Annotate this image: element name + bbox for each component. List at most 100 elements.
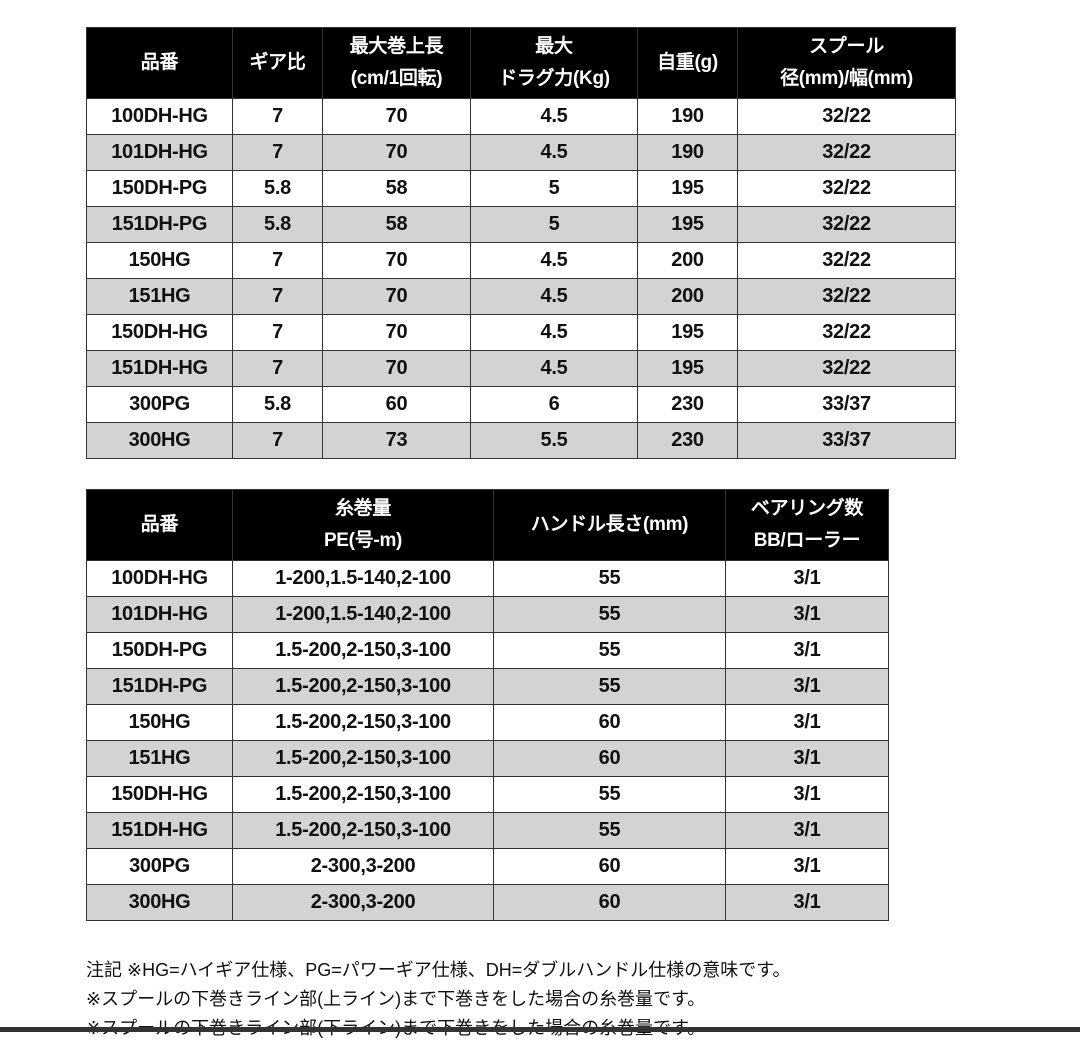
- table-cell: 300HG: [86, 422, 233, 459]
- table-cell: 58: [322, 170, 471, 207]
- table-cell: 195: [637, 170, 738, 207]
- table-row: 150DH-PG 1.5-200,2-150,3-100 55 3/1: [86, 632, 889, 669]
- table-cell: 60: [493, 848, 726, 885]
- table-cell: 1.5-200,2-150,3-100: [232, 668, 494, 705]
- table-cell: 70: [322, 242, 471, 279]
- table-cell: 1.5-200,2-150,3-100: [232, 740, 494, 777]
- table-cell: 151DH-HG: [86, 350, 233, 387]
- column-header: ベアリング数 BB/ローラー: [725, 489, 889, 561]
- table-row: 100DH-HG 7 70 4.5 190 32/22: [86, 98, 956, 135]
- table-row: 151DH-HG 7 70 4.5 195 32/22: [86, 350, 956, 387]
- table-cell: 6: [470, 386, 638, 423]
- table-cell: 4.5: [470, 314, 638, 351]
- table-row: 100DH-HG 1-200,1.5-140,2-100 55 3/1: [86, 560, 889, 597]
- table-header-row: 品番 ギア比 最大巻上長 (cm/1回転) 最大 ドラグ力(Kg) 自重(g) スプール 径(m…: [86, 27, 956, 99]
- table-cell: 7: [232, 278, 323, 315]
- table-cell: 32/22: [737, 98, 956, 135]
- table-cell: 150DH-HG: [86, 314, 233, 351]
- table-cell: 300PG: [86, 848, 233, 885]
- spec-table-1: 品番 ギア比 最大巻上長 (cm/1回転) 最大 ドラグ力(Kg) 自重(g) スプール 径(m…: [86, 27, 956, 459]
- table-cell: 1.5-200,2-150,3-100: [232, 632, 494, 669]
- table-cell: 73: [322, 422, 471, 459]
- table-cell: 3/1: [725, 884, 889, 921]
- table-cell: 5.5: [470, 422, 638, 459]
- table-row: 151DH-HG 1.5-200,2-150,3-100 55 3/1: [86, 812, 889, 849]
- column-header: 糸巻量 PE(号-m): [232, 489, 494, 561]
- table-row: 151DH-PG 5.8 58 5 195 32/22: [86, 206, 956, 243]
- table-cell: 151HG: [86, 740, 233, 777]
- table-cell: 7: [232, 422, 323, 459]
- table-cell: 70: [322, 134, 471, 171]
- table-cell: 150DH-PG: [86, 632, 233, 669]
- table-cell: 5: [470, 206, 638, 243]
- table-cell: 7: [232, 98, 323, 135]
- table-cell: 300HG: [86, 884, 233, 921]
- table-row: 150DH-HG 1.5-200,2-150,3-100 55 3/1: [86, 776, 889, 813]
- table-cell: 70: [322, 350, 471, 387]
- table-cell: 4.5: [470, 98, 638, 135]
- table-cell: 7: [232, 350, 323, 387]
- table-cell: 1-200,1.5-140,2-100: [232, 596, 494, 633]
- table-cell: 101DH-HG: [86, 134, 233, 171]
- table-row: 150DH-HG 7 70 4.5 195 32/22: [86, 314, 956, 351]
- table-cell: 5.8: [232, 170, 323, 207]
- table-cell: 32/22: [737, 242, 956, 279]
- table-cell: 3/1: [725, 740, 889, 777]
- table-header-row: 品番 糸巻量 PE(号-m) ハンドル長さ(mm) ベアリング数 BB/ローラー: [86, 489, 889, 561]
- column-header: 最大ドラグ力(Kg): [470, 27, 638, 99]
- table-cell: 32/22: [737, 278, 956, 315]
- table-cell: 1.5-200,2-150,3-100: [232, 704, 494, 741]
- table-cell: 2-300,3-200: [232, 848, 494, 885]
- table-cell: 230: [637, 386, 738, 423]
- table-cell: 101DH-HG: [86, 596, 233, 633]
- table-cell: 190: [637, 98, 738, 135]
- column-header-line: 最大巻上長: [349, 36, 444, 57]
- table-cell: 55: [493, 812, 726, 849]
- column-header-line: PE(号-m): [323, 530, 403, 551]
- table-cell: 190: [637, 134, 738, 171]
- table-cell: 3/1: [725, 812, 889, 849]
- table-cell: 55: [493, 776, 726, 813]
- table-cell: 151DH-PG: [86, 206, 233, 243]
- table-cell: 3/1: [725, 560, 889, 597]
- table-cell: 33/37: [737, 386, 956, 423]
- table-cell: 32/22: [737, 206, 956, 243]
- table-cell: 32/22: [737, 350, 956, 387]
- table-cell: 3/1: [725, 848, 889, 885]
- table-cell: 151DH-PG: [86, 668, 233, 705]
- column-header-line: ハンドル長さ(mm): [530, 514, 689, 535]
- table-cell: 3/1: [725, 776, 889, 813]
- table-cell: 3/1: [725, 704, 889, 741]
- column-header-line: 品番: [140, 514, 179, 535]
- table-cell: 150HG: [86, 704, 233, 741]
- table-cell: 4.5: [470, 242, 638, 279]
- table-cell: 33/37: [737, 422, 956, 459]
- divider: [0, 1027, 1080, 1032]
- column-header: 品番: [86, 489, 233, 561]
- table-cell: 200: [637, 242, 738, 279]
- table-cell: 3/1: [725, 632, 889, 669]
- column-header-line: 最大: [535, 36, 573, 57]
- table-cell: 7: [232, 242, 323, 279]
- column-header: ギア比: [232, 27, 323, 99]
- column-header: ハンドル長さ(mm): [493, 489, 726, 561]
- table-cell: 58: [322, 206, 471, 243]
- column-header-line: BB/ローラー: [753, 530, 861, 551]
- spec-table-2: 品番 糸巻量 PE(号-m) ハンドル長さ(mm) ベアリング数 BB/ローラー 100D…: [86, 489, 889, 921]
- note-line: ※スプールの下巻きライン部(上ライン)まで下巻きをした場合の糸巻量です。: [86, 989, 706, 1009]
- table-cell: 4.5: [470, 134, 638, 171]
- table-cell: 5: [470, 170, 638, 207]
- note-line: 注記 ※HG=ハイギア仕様、PG=パワーギア仕様、DH=ダブルハンドル仕様の意味…: [86, 960, 791, 980]
- table-cell: 151HG: [86, 278, 233, 315]
- table-cell: 195: [637, 206, 738, 243]
- table-cell: 4.5: [470, 350, 638, 387]
- column-header: 品番: [86, 27, 233, 99]
- table-cell: 60: [493, 884, 726, 921]
- table-cell: 3/1: [725, 596, 889, 633]
- table-row: 151DH-PG 1.5-200,2-150,3-100 55 3/1: [86, 668, 889, 705]
- table-row: 101DH-HG 1-200,1.5-140,2-100 55 3/1: [86, 596, 889, 633]
- column-header-line: ドラグ力(Kg): [498, 68, 610, 89]
- table-cell: 7: [232, 134, 323, 171]
- column-header: 自重(g): [637, 27, 738, 99]
- column-header-line: ベアリング数: [750, 498, 864, 519]
